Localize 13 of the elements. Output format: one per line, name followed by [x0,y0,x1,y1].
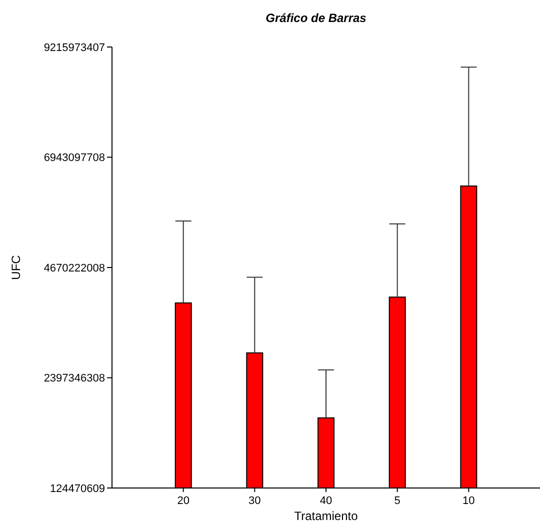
x-tick-label: 5 [394,495,400,507]
x-tick-label: 40 [320,495,332,507]
y-tick-label: 4670222008 [44,262,105,274]
y-tick-label: 124470609 [50,482,105,495]
y-tick-label: 2397346308 [44,372,105,385]
x-tick-label: 20 [177,495,190,507]
x-tick-label: 30 [248,495,261,507]
x-tick-label: 10 [462,495,475,507]
y-tick-label: 9215973407 [44,42,105,54]
y-tick-label: 6943097708 [44,152,105,164]
y-axis-title: UFC [9,254,23,280]
x-axis-title: Tratamiento [294,509,358,523]
chart-title: Gráfico de Barras [266,11,367,25]
